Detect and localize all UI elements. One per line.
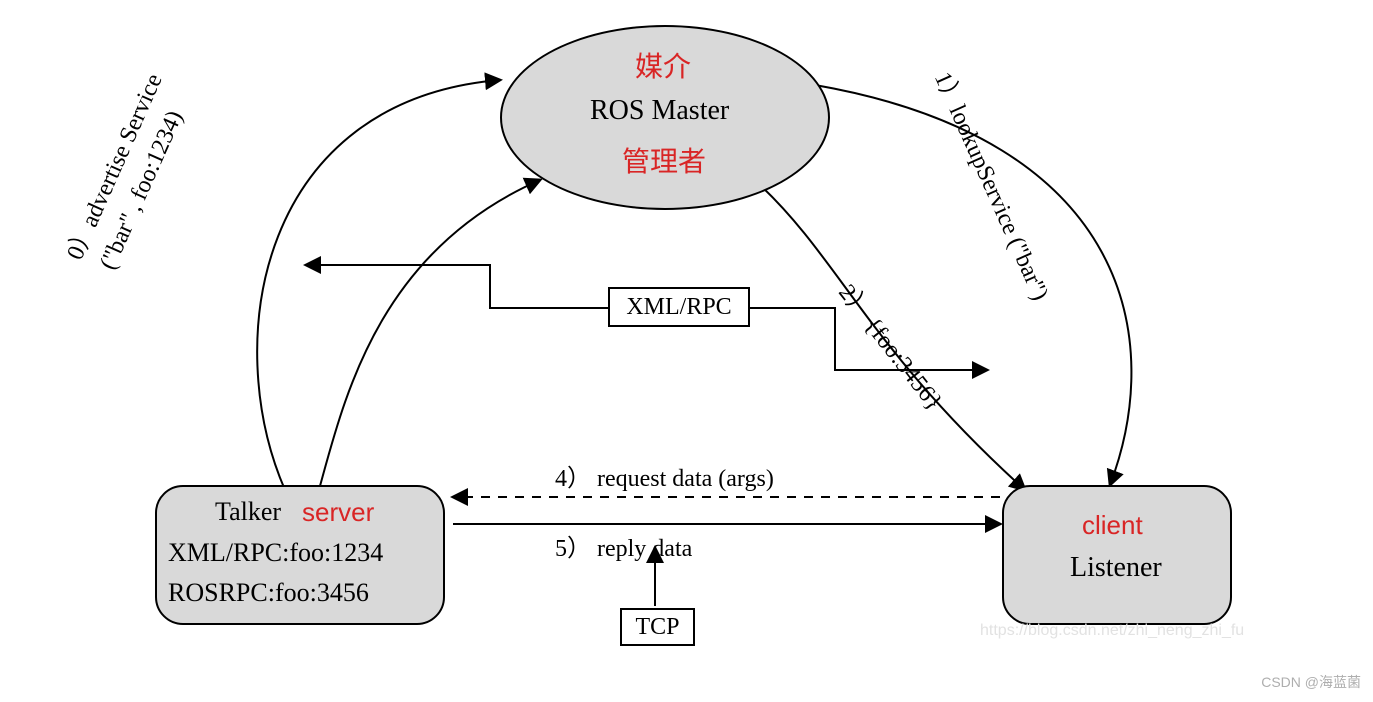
- tcp-label: TCP: [635, 614, 679, 641]
- xmlrpc-label: XML/RPC: [626, 294, 731, 321]
- master-title: ROS Master: [590, 95, 729, 127]
- edge5-label: 5） reply data: [555, 528, 692, 563]
- node-tcp: TCP: [620, 608, 695, 646]
- talker-role: server: [302, 497, 374, 528]
- listener-role: client: [1082, 510, 1143, 541]
- edge4-label: 4） request data (args): [555, 458, 774, 493]
- edge-0-advertise: [257, 80, 500, 490]
- talker-line1: Talker: [215, 497, 281, 527]
- listener-line2: Listener: [1070, 552, 1162, 584]
- watermark: CSDN @海蓝菌: [1261, 672, 1361, 692]
- faint-url: https://blog.csdn.net/zhi_neng_zhi_fu: [980, 622, 1244, 640]
- master-ann2: 管理者: [622, 140, 706, 180]
- master-ann1: 媒介: [635, 45, 691, 85]
- edge-3-return: [320, 180, 540, 486]
- node-xmlrpc: XML/RPC: [608, 287, 750, 327]
- talker-line3: ROSRPC:foo:3456: [168, 578, 369, 608]
- talker-line2: XML/RPC:foo:1234: [168, 538, 383, 568]
- edge-xmlrpc-left: [306, 265, 608, 308]
